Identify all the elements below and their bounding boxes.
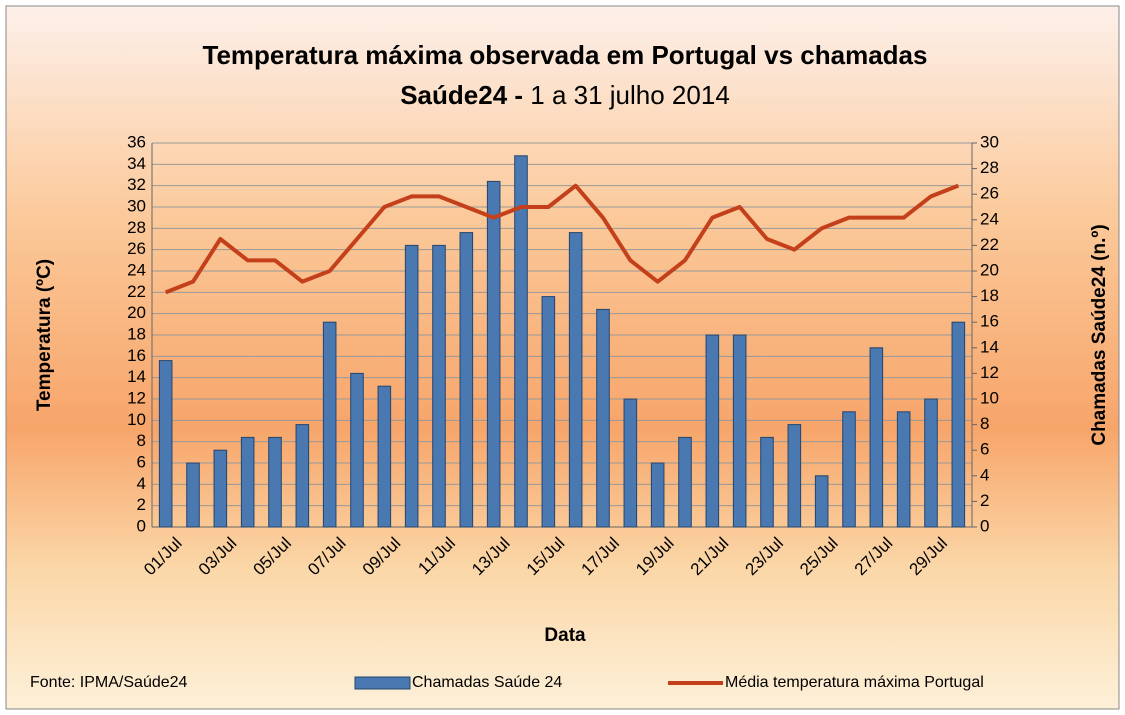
bar	[596, 308, 610, 528]
bar	[377, 385, 392, 528]
chart-title: Temperatura máxima observada em Portugal…	[203, 40, 928, 70]
bar	[213, 449, 228, 528]
y-tick-label: 12	[127, 388, 146, 407]
bar	[623, 398, 638, 528]
y-tick-label: 34	[127, 154, 146, 173]
y2-tick-label: 14	[980, 337, 999, 356]
y-tick-label: 10	[127, 410, 146, 429]
y-tick-label: 18	[127, 324, 146, 343]
y-tick-label: 4	[137, 474, 146, 493]
y2-tick-label: 6	[980, 440, 989, 459]
y-tick-label: 24	[127, 260, 146, 279]
y2-tick-label: 26	[980, 184, 999, 203]
bar	[760, 436, 774, 528]
subtitle-bold: Saúde24 -	[400, 80, 523, 110]
bar	[814, 475, 829, 528]
bar	[186, 462, 200, 528]
bar	[432, 244, 446, 528]
y2-tick-label: 18	[980, 286, 999, 305]
y-tick-label: 28	[127, 218, 146, 237]
bar	[568, 232, 583, 528]
bar	[924, 398, 938, 528]
bar	[459, 232, 474, 528]
bar	[732, 334, 747, 528]
y2-tick-label: 24	[980, 209, 999, 228]
y2-tick-label: 20	[980, 260, 999, 279]
legend-label: Chamadas Saúde 24	[412, 674, 562, 691]
bar	[705, 334, 720, 528]
bar	[650, 462, 665, 528]
y-tick-label: 20	[127, 303, 146, 322]
y-tick-label: 30	[127, 196, 146, 215]
y-axis-label: Temperatura (ºC)	[34, 259, 55, 411]
bar	[541, 296, 556, 528]
y-tick-label: 22	[127, 282, 146, 301]
y2-axis-label: Chamadas Saúde24 (n.º)	[1089, 224, 1110, 445]
y-tick-label: 16	[127, 346, 146, 365]
y2-tick-label: 28	[980, 158, 999, 177]
bar	[842, 411, 856, 528]
y-tick-label: 14	[127, 367, 146, 386]
y2-tick-label: 10	[980, 388, 999, 407]
y2-tick-label: 22	[980, 235, 999, 254]
y-tick-label: 26	[127, 239, 146, 258]
source: Fonte: IPMA/Saúde24	[30, 674, 188, 691]
bar	[486, 180, 501, 528]
y-tick-label: 32	[127, 175, 146, 194]
bar	[295, 424, 310, 528]
y-tick-label: 0	[137, 516, 146, 535]
y2-tick-label: 0	[980, 516, 989, 535]
line	[164, 183, 960, 295]
y2-tick-label: 4	[980, 465, 989, 484]
subtitle: 1 a 31 julho 2014	[530, 80, 730, 110]
bar	[514, 155, 528, 528]
bar	[350, 372, 364, 528]
legend-label: Média temperatura máxima Portugal	[725, 674, 984, 691]
bar	[869, 347, 884, 528]
y2-tick-label: 30	[980, 132, 999, 151]
y-tick-label: 2	[137, 495, 146, 514]
bar	[158, 360, 173, 528]
y-tick-label: 8	[137, 431, 146, 450]
chart-subtitle: Saúde24 - 1 a 31 julho 2014	[400, 80, 730, 110]
bar	[896, 411, 911, 528]
y-tick-label: 6	[137, 452, 146, 471]
y2-tick-label: 8	[980, 414, 989, 433]
bar	[322, 321, 337, 528]
y-tick-label: 36	[127, 132, 146, 151]
bar	[240, 436, 255, 528]
x-axis-label: Data	[544, 625, 586, 646]
y2-tick-label: 12	[980, 363, 999, 382]
bar	[678, 436, 692, 528]
background	[5, 5, 1120, 710]
bar	[951, 321, 966, 528]
bar	[404, 244, 419, 528]
legend-swatch	[354, 676, 411, 690]
y2-tick-label: 16	[980, 312, 999, 331]
y2-tick-label: 2	[980, 491, 989, 510]
bar	[268, 436, 282, 528]
bar	[787, 424, 802, 528]
